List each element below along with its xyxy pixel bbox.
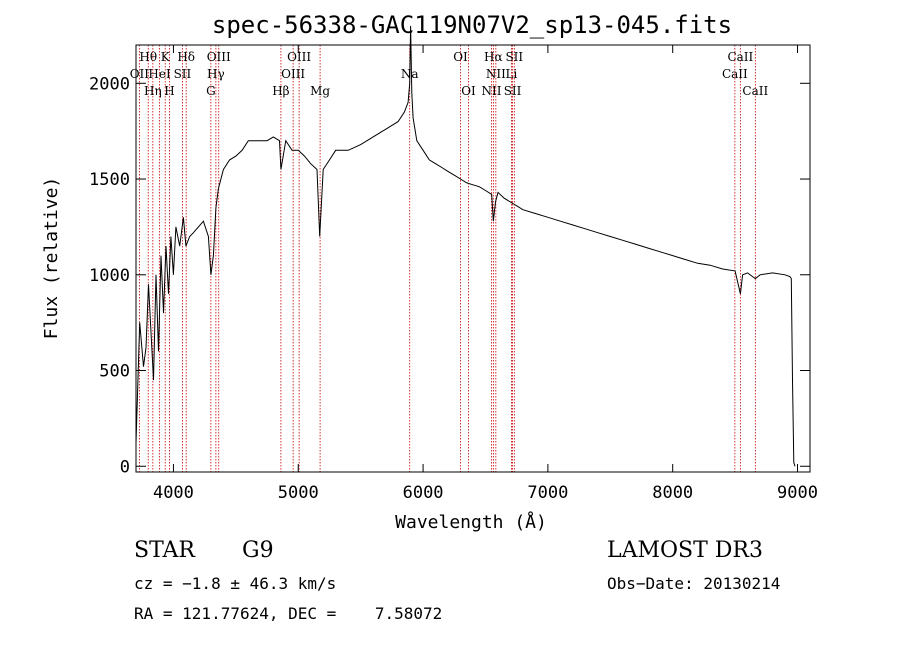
spectral-line-label: SII [174,67,192,81]
x-tick-label: 7000 [527,483,568,503]
spectrum-series [135,25,796,467]
redshift-velocity: cz = −1.8 ± 46.3 km/s [134,574,337,593]
spectral-line-label: OI [461,84,476,98]
observation-date: Obs−Date: 20130214 [607,574,781,593]
y-tick-label: 500 [99,362,130,382]
spectral-line-label: Hη [144,84,162,98]
spectral-line-label: Hα [484,50,503,64]
y-tick-label: 1000 [89,266,130,286]
spectral-line-label: NII [486,67,506,81]
y-axis-label: Flux (relative) [41,177,62,340]
spectral-line-label: K [161,50,171,64]
spectral-line-label: H [164,84,174,98]
coordinates: RA = 121.77624, DEC = 7.58072 [134,604,443,623]
y-tick-label: 2000 [89,74,130,94]
spectral-line-label: Na [401,67,419,81]
spectral-line-label: SII [505,50,523,64]
spectrum-line [135,25,796,467]
spectral-line-label: HeI [148,67,171,81]
survey-name: LAMOST DR3 [607,538,763,563]
spectral-line-label: Mg [310,84,330,98]
x-tick-label: 6000 [403,483,444,503]
x-tick-label: 5000 [278,483,319,503]
spectral-line-label: OII [130,67,150,81]
object-subclass: G9 [242,538,274,563]
spectral-line-label: CaII [722,67,748,81]
spectral-line-label: Hβ [272,84,289,98]
spectral-line-markers [138,45,756,472]
x-axis-label: Wavelength (Å) [395,511,547,533]
spectral-line-label: NII [481,84,501,98]
x-tick-label: 8000 [652,483,693,503]
spectral-line-label: Hγ [207,67,225,81]
x-tick-label: 4000 [153,483,194,503]
y-tick-label: 1500 [89,170,130,190]
spectral-line-label: CaII [727,50,753,64]
spectral-line-label: OIII [281,67,305,81]
axis-ticks: 4000 5000 6000 7000 8000 9000 0 500 1000 1500 2000 [89,45,818,503]
spectral-line-label: OIII [287,50,311,64]
spectral-line-label: OIII [207,50,231,64]
y-tick-label: 0 [120,457,130,477]
chart-title: spec-56338-GAC119N07V2_sp13-045.fits [212,11,732,39]
plot-frame [135,44,811,473]
spectrum-chart: spec-56338-GAC119N07V2_sp13-045.fits 400… [41,11,818,533]
spectral-line-label: Hθ [139,50,157,64]
spectral-line-label: Hδ [177,50,195,64]
spectral-line-label: CaII [742,84,768,98]
x-tick-label: 9000 [777,483,818,503]
spectral-line-label: OI [453,50,468,64]
spectral-line-label: G [206,84,216,98]
spectral-line-label: Li [506,67,518,81]
object-class: STAR [134,538,195,563]
spectral-line-label: SII [504,84,522,98]
